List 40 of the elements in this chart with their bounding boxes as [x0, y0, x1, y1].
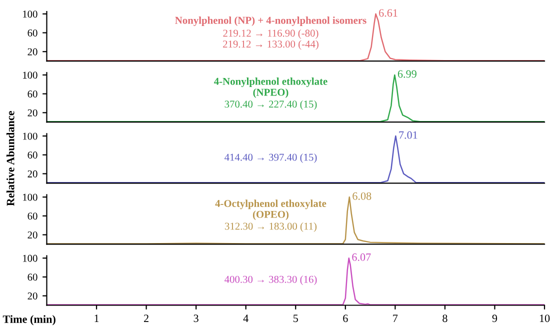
x-axis-title: Time (min) — [2, 315, 56, 326]
y-axis-title: Relative Abundance — [6, 110, 14, 206]
y-tick-label: 20 — [28, 292, 38, 300]
y-tick-label: 100 — [23, 10, 38, 18]
x-tick-label: 5 — [293, 314, 298, 322]
y-tick-label: 100 — [23, 72, 38, 79]
y-tick-label: 20 — [28, 170, 38, 178]
text: 4-Nonylphenol ethoxylate (NPEO) — [214, 78, 328, 98]
text: 400.30 → 383.30 (16) — [224, 276, 317, 285]
y-tick-label: 60 — [28, 152, 38, 159]
annotation: 7.01 — [399, 131, 418, 139]
y-tick-label: 20 — [28, 231, 38, 238]
x-tick-label: 6 — [343, 314, 348, 322]
chart-title: Nonylphenol (NP) + 4-nonylphenol isomers — [175, 16, 366, 26]
y-tick-label: 60 — [28, 274, 38, 281]
text: 414.40 → 397.40 (15) — [224, 153, 317, 163]
x-tick-label: 4 — [243, 314, 248, 322]
text: 370.40 → 227.40 (15) — [224, 100, 317, 110]
annotation: 6.07 — [352, 253, 371, 261]
y-tick-label: 60 — [28, 29, 38, 36]
text: 4-Octylphenol ethoxylate (OPEO) — [215, 200, 326, 220]
annotation: 6.99 — [398, 70, 416, 78]
y-tick-label: 100 — [23, 132, 38, 140]
text: 312.30 → 183.00 (11) — [224, 222, 317, 232]
y-tick-label: 20 — [28, 109, 38, 116]
x-tick-label: 2 — [144, 314, 148, 322]
x-tick-label: 3 — [194, 314, 198, 322]
x-tick-label: 10 — [540, 314, 550, 322]
x-tick-label: 1 — [94, 314, 99, 322]
text: 219.12 → 116.90 (-80) 219.12 → 133.00 (-44) — [223, 29, 318, 50]
y-tick-label: 100 — [23, 194, 38, 201]
annotation: 6.08 — [352, 192, 372, 200]
x-tick-label: 8 — [442, 314, 448, 322]
y-tick-label: 60 — [28, 212, 38, 220]
y-tick-label: 20 — [28, 48, 38, 56]
y-tick-label: 100 — [23, 254, 38, 262]
annotation: 6.61 — [379, 9, 398, 17]
x-tick-label: 9 — [492, 314, 498, 322]
x-tick-label: 7 — [393, 314, 398, 322]
y-tick-label: 60 — [28, 90, 38, 98]
